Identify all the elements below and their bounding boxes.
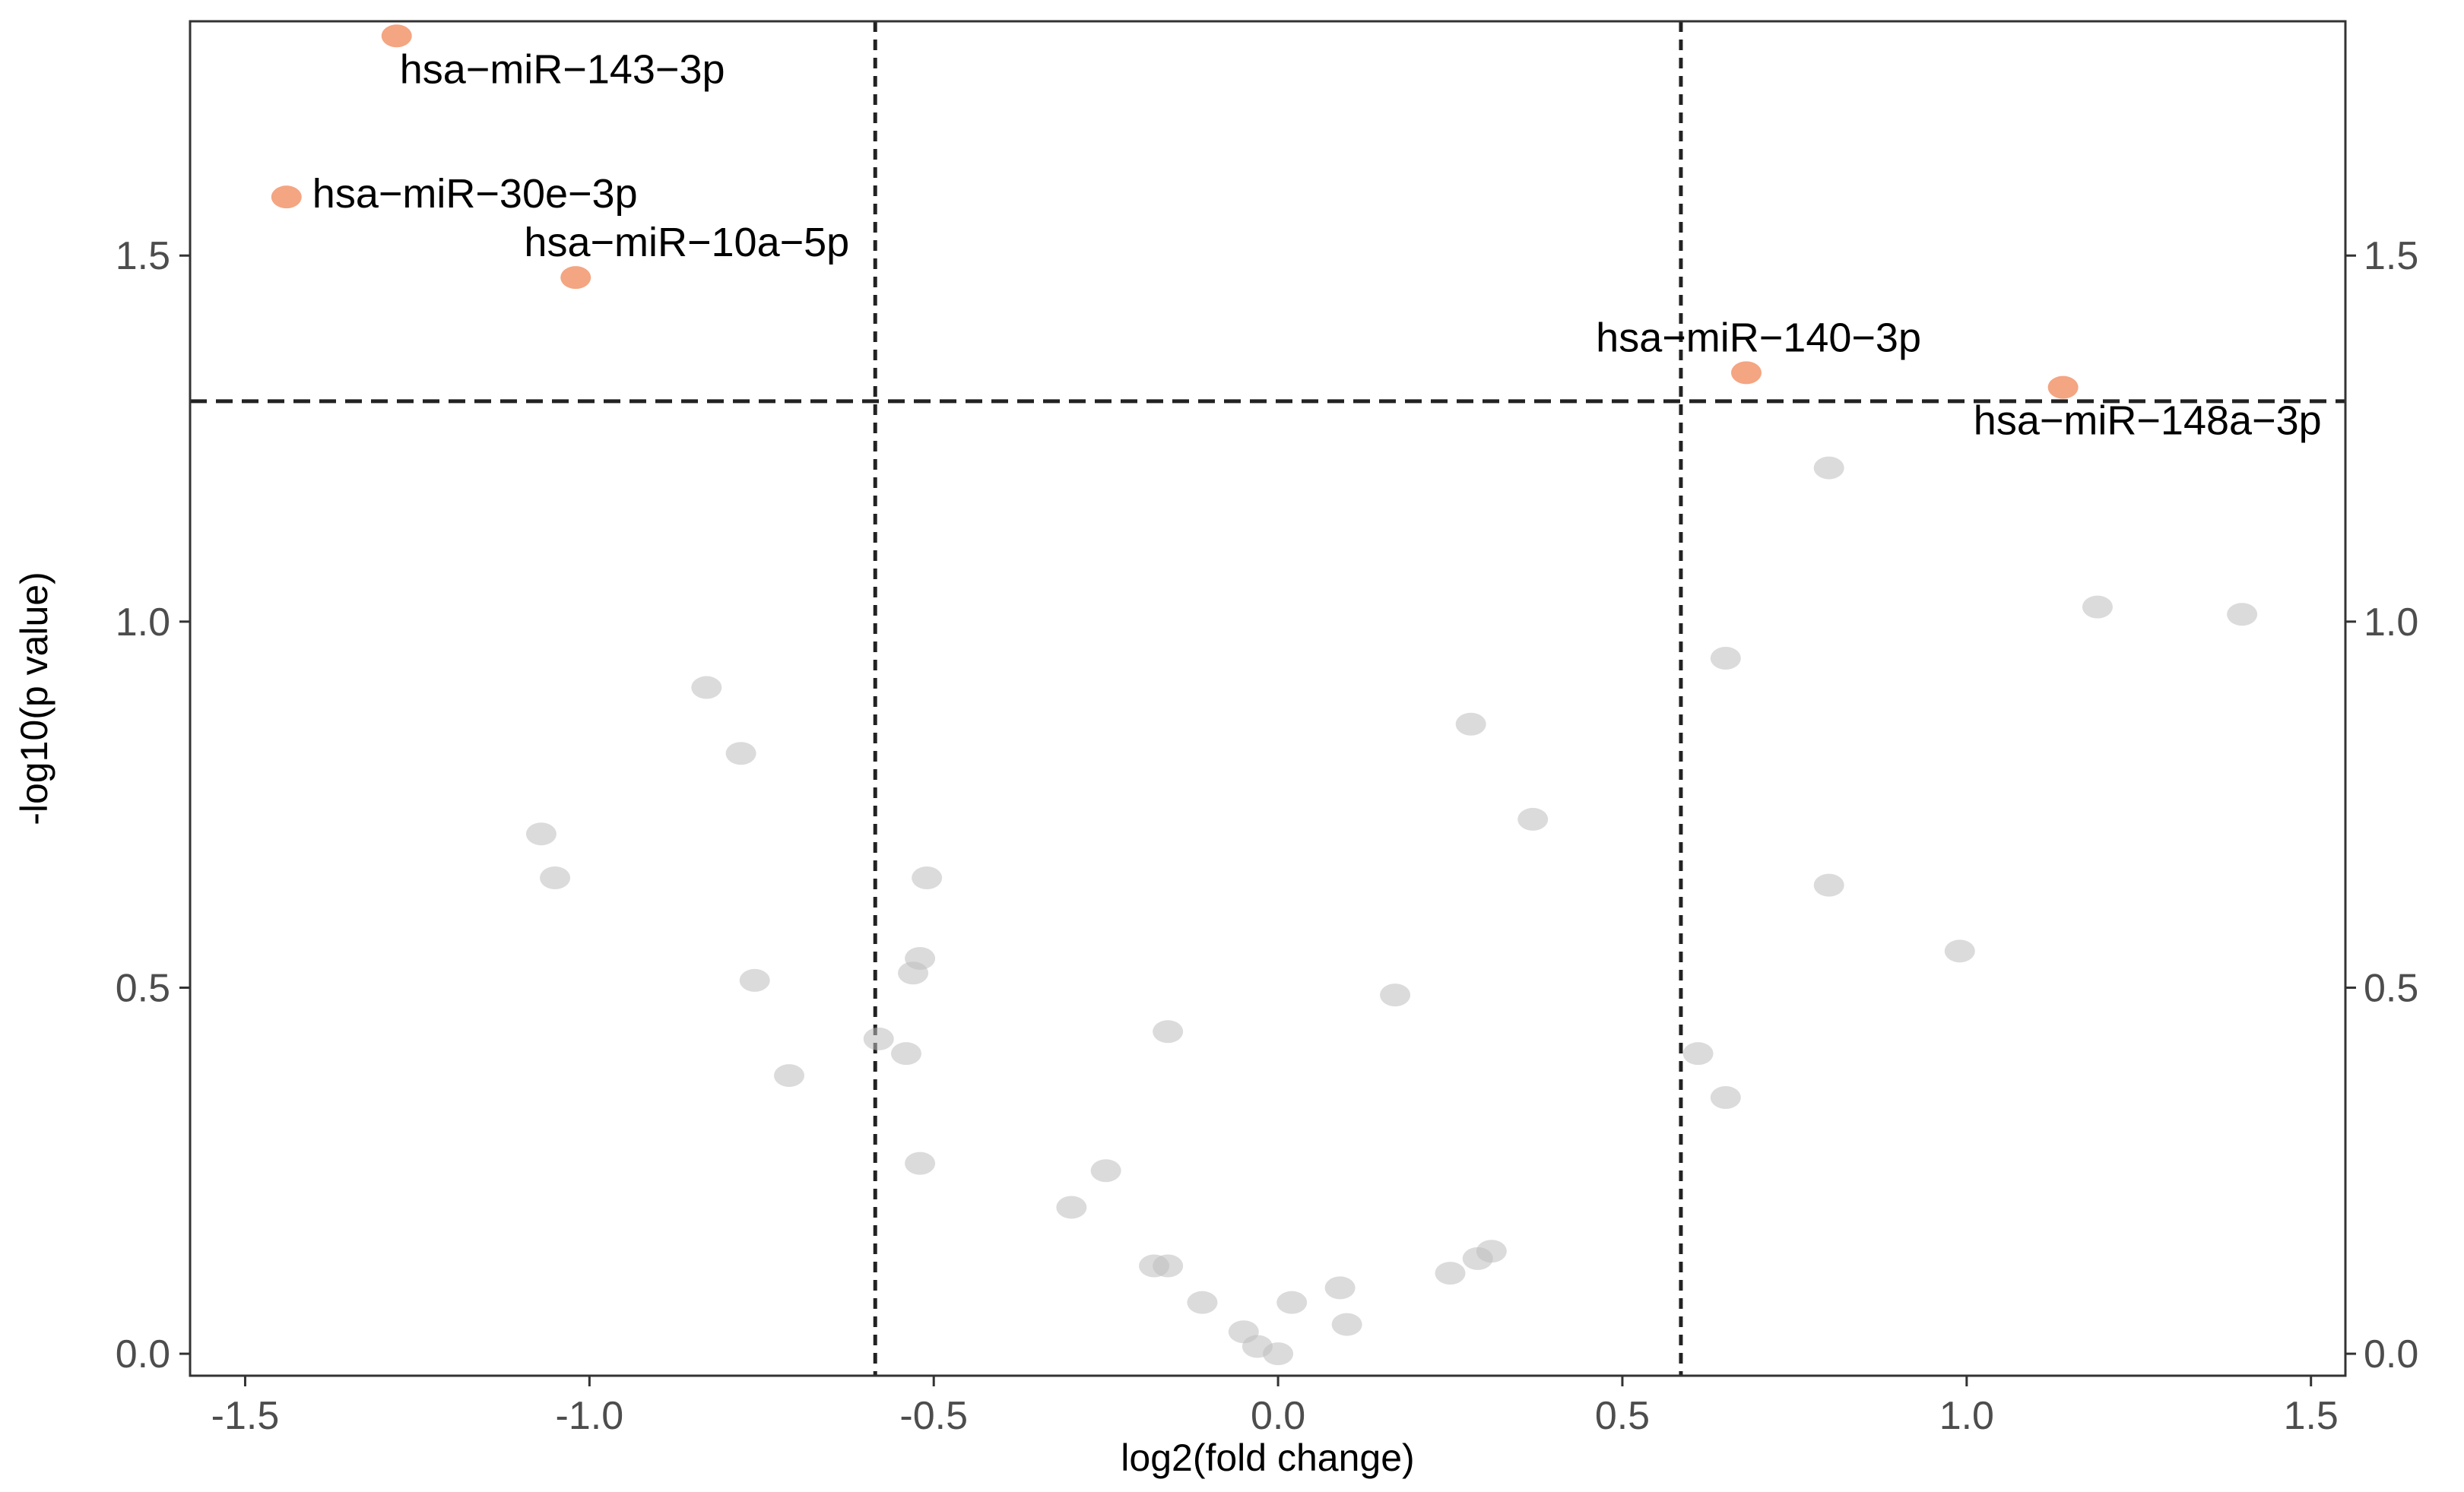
nonsignificant-points [525, 456, 2258, 1366]
nonsignificant-point-22 [1324, 1276, 1356, 1300]
point-label-2: hsa−miR−10a−5p [524, 220, 849, 265]
nonsignificant-point-25 [1435, 1262, 1466, 1285]
point-label-3: hsa−miR−140−3p [1596, 315, 1921, 360]
x-tick-label-5: 1.0 [1939, 1394, 1994, 1438]
nonsignificant-point-5 [774, 1064, 805, 1088]
nonsignificant-point-12 [1056, 1196, 1087, 1219]
nonsignificant-point-34 [1813, 873, 1844, 897]
x-tick-label-4: 0.5 [1595, 1394, 1650, 1438]
y-tick-label-left-2: 1.0 [116, 600, 170, 645]
nonsignificant-point-11 [905, 1151, 936, 1175]
nonsignificant-point-17 [1187, 1291, 1218, 1314]
nonsignificant-point-6 [912, 866, 943, 889]
y-tick-label-right-0: 0.0 [2364, 1332, 2418, 1376]
nonsignificant-point-28 [1476, 1240, 1507, 1263]
nonsignificant-point-31 [1710, 647, 1741, 670]
nonsignificant-point-3 [540, 866, 571, 889]
nonsignificant-point-2 [525, 822, 557, 846]
y-tick-label-right-1: 0.5 [2364, 966, 2418, 1010]
nonsignificant-point-13 [1090, 1159, 1121, 1183]
nonsignificant-point-0 [691, 676, 722, 699]
nonsignificant-point-32 [1710, 1085, 1741, 1109]
significant-point-4 [2047, 375, 2079, 399]
point-label-0: hsa−miR−143−3p [400, 46, 725, 92]
x-tick-label-3: 0.0 [1251, 1394, 1305, 1438]
y-tick-label-left-3: 1.5 [116, 234, 170, 278]
nonsignificant-point-16 [1153, 1254, 1184, 1278]
nonsignificant-point-30 [1682, 1042, 1714, 1066]
nonsignificant-point-24 [1380, 984, 1411, 1007]
threshold-lines [190, 21, 2345, 1376]
significant-point-3 [1730, 361, 1762, 385]
y-axis-left: 0.0 0.5 1.0 1.5 [116, 234, 190, 1376]
nonsignificant-point-33 [1813, 456, 1844, 480]
x-tick-label-2: -0.5 [899, 1394, 968, 1438]
x-tick-label-1: -1.0 [556, 1394, 624, 1438]
plot-panel-border [189, 20, 2347, 1377]
nonsignificant-point-29 [1517, 807, 1549, 831]
nonsignificant-point-8 [898, 961, 929, 985]
nonsignificant-point-1 [725, 742, 756, 765]
nonsignificant-point-21 [1276, 1291, 1308, 1314]
nonsignificant-point-26 [1455, 712, 1486, 736]
nonsignificant-point-20 [1263, 1342, 1294, 1366]
y-axis-title: -log10(p value) [13, 572, 55, 825]
point-label-4: hsa−miR−148a−3p [1974, 398, 2322, 444]
x-tick-label-0: -1.5 [211, 1394, 280, 1438]
nonsignificant-point-23 [1331, 1313, 1362, 1336]
nonsignificant-point-35 [1944, 939, 1975, 963]
nonsignificant-point-37 [2227, 603, 2258, 626]
x-tick-label-6: 1.5 [2284, 1394, 2339, 1438]
nonsignificant-point-36 [2082, 595, 2113, 619]
x-axis: -1.5 -1.0 -0.5 0.0 0.5 1.0 1.5 [211, 1376, 2339, 1438]
nonsignificant-point-10 [890, 1042, 921, 1066]
significant-point-0 [381, 24, 412, 48]
y-axis-right: 0.0 0.5 1.0 1.5 [2345, 234, 2418, 1376]
y-tick-label-left-1: 0.5 [116, 966, 170, 1010]
nonsignificant-point-4 [739, 968, 770, 992]
significant-point-1 [271, 185, 302, 209]
point-label-1: hsa−miR−30e−3p [312, 171, 638, 217]
y-tick-label-right-3: 1.5 [2364, 234, 2418, 278]
x-axis-title: log2(fold change) [1121, 1437, 1414, 1479]
significant-point-2 [560, 266, 591, 290]
significant-points [271, 24, 2079, 399]
y-tick-label-left-0: 0.0 [116, 1332, 170, 1376]
y-tick-label-right-2: 1.0 [2364, 600, 2418, 645]
nonsignificant-point-14 [1153, 1020, 1184, 1044]
nonsignificant-point-9 [863, 1027, 894, 1050]
point-labels: hsa−miR−143−3p hsa−miR−30e−3phsa−miR−10a−… [312, 46, 2322, 443]
